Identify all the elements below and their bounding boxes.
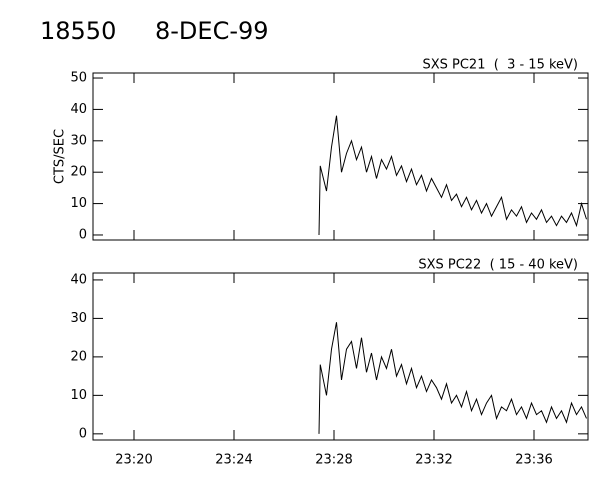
observation-id: 18550 <box>40 17 116 45</box>
y-tick-label: 30 <box>70 311 87 326</box>
y-axis-label: CTS/SEC <box>53 129 68 184</box>
y-tick-label: 50 <box>70 71 87 86</box>
y-tick-label: 20 <box>70 349 87 364</box>
data-line <box>318 322 587 434</box>
panel-title: SXS PC21 ( 3 - 15 keV) <box>422 58 578 73</box>
observation-date: 8-DEC-99 <box>155 17 269 45</box>
y-tick-label: 0 <box>79 227 87 242</box>
y-tick-label: 30 <box>70 133 87 148</box>
x-tick-label: 23:32 <box>415 453 452 468</box>
y-tick-label: 40 <box>70 102 87 117</box>
panel-title: SXS PC22 ( 15 - 40 keV) <box>418 258 578 273</box>
x-tick-label: 23:36 <box>515 453 552 468</box>
x-tick-label: 23:28 <box>315 453 352 468</box>
plot-frame <box>92 72 589 241</box>
y-tick-label: 10 <box>70 388 87 403</box>
x-tick-label: 23:20 <box>115 453 152 468</box>
y-tick-label: 20 <box>70 165 87 180</box>
data-line <box>318 115 587 235</box>
x-tick-label: 23:24 <box>215 453 252 468</box>
y-tick-label: 40 <box>70 272 87 287</box>
y-tick-label: 0 <box>79 426 87 441</box>
y-tick-label: 10 <box>70 196 87 211</box>
